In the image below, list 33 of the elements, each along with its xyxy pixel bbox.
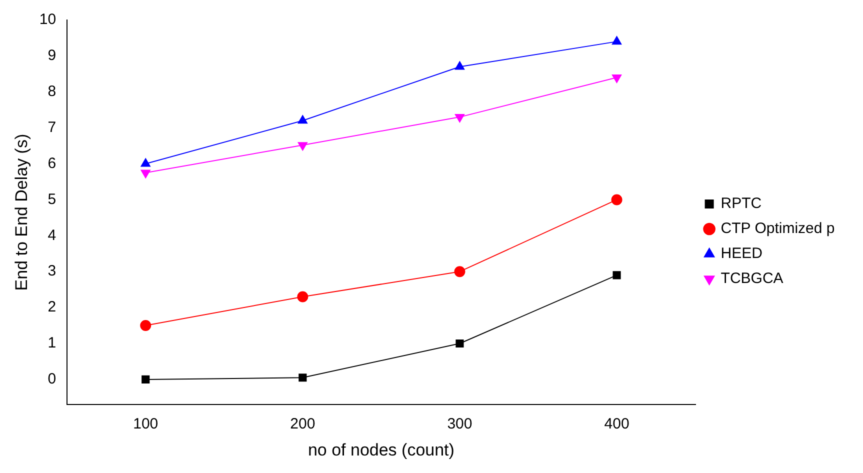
point [140, 158, 150, 167]
x-axis-title: no of nodes (count) [308, 440, 454, 460]
y-tick-label: 7 [48, 118, 56, 136]
y-tick-label: 8 [48, 83, 56, 100]
point [298, 115, 308, 124]
point [298, 374, 307, 382]
y-tick-label: 0 [48, 370, 56, 388]
point [297, 291, 308, 302]
point [142, 375, 150, 384]
y-tick-label: 10 [39, 11, 56, 28]
legend-label: TCBGCA [720, 270, 784, 288]
legend-label: HEED [720, 245, 763, 262]
point [454, 266, 466, 278]
point [456, 339, 464, 348]
y-tick-label: 4 [48, 226, 56, 244]
point [611, 194, 622, 206]
point [454, 61, 465, 70]
x-tick-label: 200 [290, 416, 316, 433]
x-tick-label: 300 [447, 416, 472, 433]
legend-label: RPTC [720, 195, 762, 212]
x-tick-label: 100 [133, 416, 158, 433]
y-tick-label: 5 [48, 190, 56, 208]
y-tick-label: 3 [48, 262, 56, 280]
point [612, 271, 621, 280]
y-tick-label: 2 [48, 298, 56, 316]
y-tick-label: 9 [48, 47, 56, 64]
y-tick-label: 6 [48, 154, 56, 172]
point [140, 320, 152, 332]
point [612, 36, 622, 45]
legend-label: CTP Optimized p [720, 220, 835, 238]
x-tick-label: 400 [604, 416, 630, 433]
y-axis-title: End to End Delay (s) [12, 134, 31, 291]
y-tick-label: 1 [48, 334, 56, 352]
